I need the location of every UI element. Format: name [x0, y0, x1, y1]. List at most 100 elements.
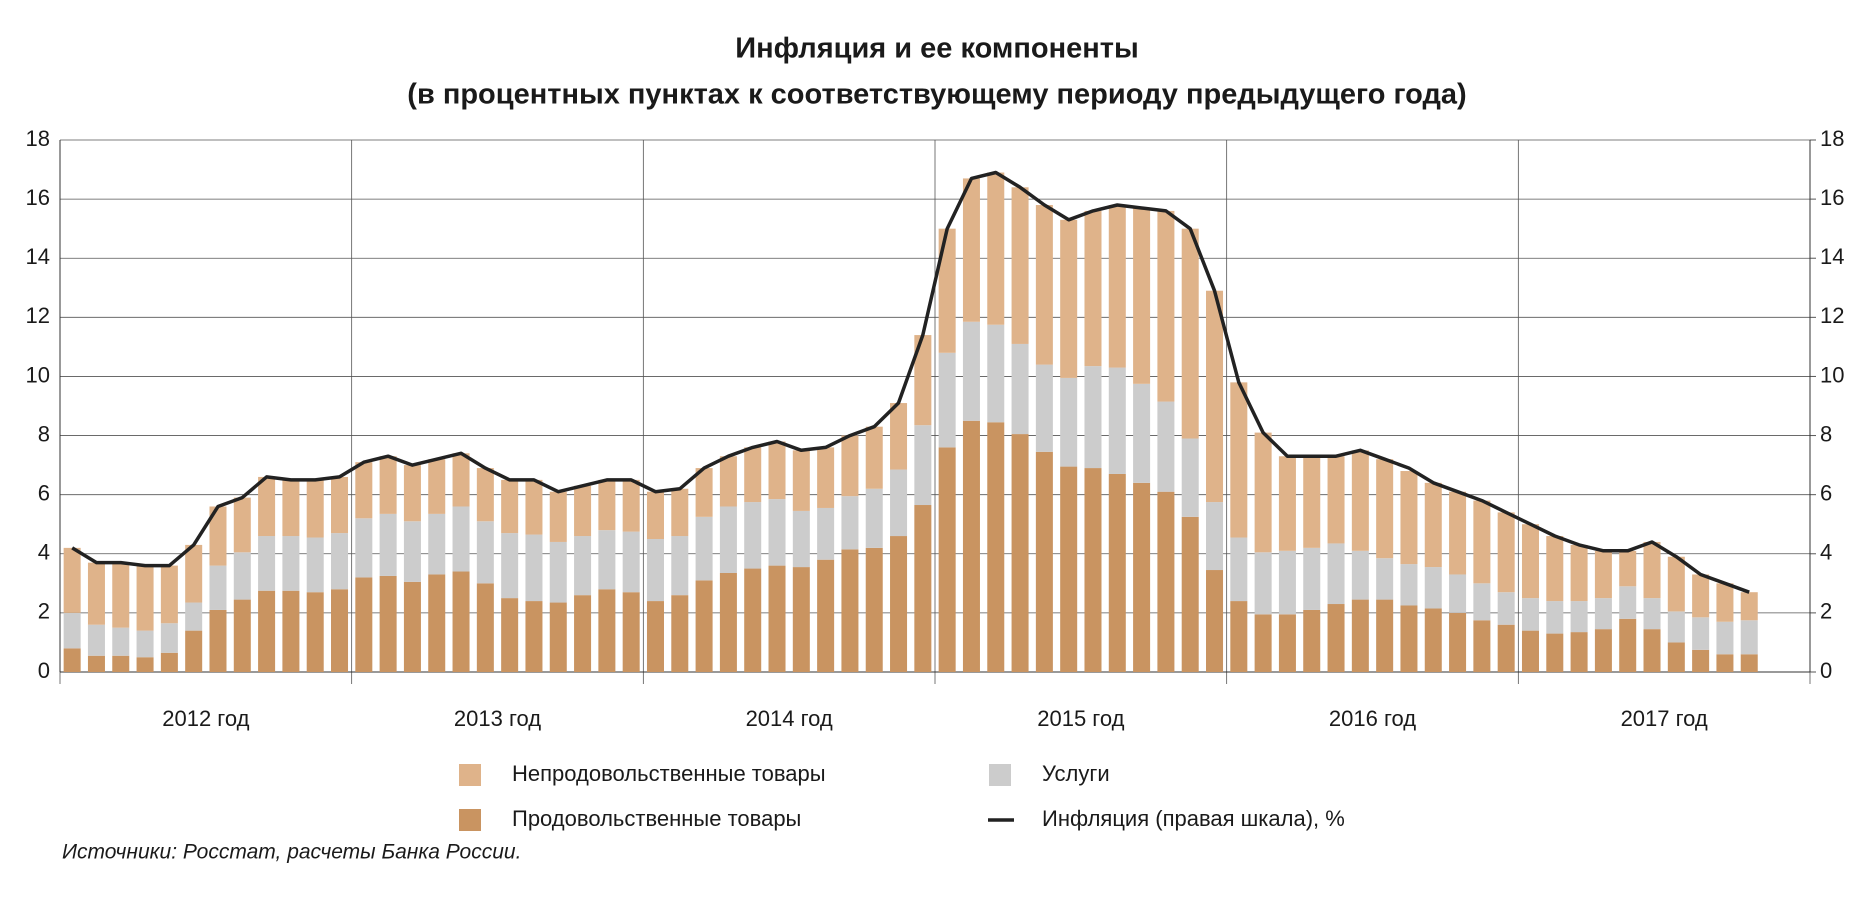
bar-segment [1327, 604, 1345, 672]
bar-segment [1351, 450, 1369, 551]
bar-segment [744, 502, 762, 569]
bar-segment [695, 468, 713, 517]
x-tick-label: 2013 год [454, 706, 541, 731]
bar-segment [1643, 629, 1661, 672]
bar-segment [87, 655, 105, 672]
bar-segment [1643, 541, 1661, 599]
bar-segment [1667, 556, 1685, 612]
bar-segment [428, 574, 446, 672]
legend-swatch [459, 809, 481, 831]
bar-segment [574, 595, 592, 672]
bar-segment [1546, 633, 1564, 672]
bar-segment [1108, 205, 1126, 368]
bar-segment [1011, 434, 1029, 672]
y2-tick-label: 16 [1820, 185, 1844, 210]
bar-segment [890, 469, 908, 537]
bar-segment [452, 506, 470, 572]
bar-segment [817, 507, 835, 560]
bar-segment [962, 321, 980, 421]
bar-segment [233, 552, 251, 600]
bar-segment [282, 536, 300, 591]
bar-segment [1473, 500, 1491, 584]
bar-segment [1035, 364, 1053, 452]
bar-segment [1692, 617, 1710, 650]
bar-segment [331, 476, 349, 534]
legend-label: Услуги [1042, 761, 1110, 786]
bar-segment [87, 562, 105, 625]
bar-segment [1740, 620, 1758, 655]
bar-segment [646, 601, 664, 672]
legend-label: Инфляция (правая шкала), % [1042, 806, 1345, 831]
bar-segment [695, 516, 713, 581]
y2-tick-label: 4 [1820, 540, 1832, 565]
bar-segment [1376, 558, 1394, 600]
bar-segment [1667, 642, 1685, 672]
y-tick-label: 14 [26, 244, 50, 269]
bar-segment [646, 539, 664, 602]
bar-segment [209, 506, 227, 566]
bar-segment [890, 403, 908, 470]
bar-segment [1497, 512, 1515, 593]
bar-segment [768, 441, 786, 500]
bar-segment [1230, 601, 1248, 672]
bar-segment [1619, 550, 1637, 587]
bar-segment [1133, 207, 1151, 384]
y-tick-label: 18 [26, 126, 50, 151]
y-tick-label: 8 [38, 421, 50, 446]
bar-segment [1424, 567, 1442, 609]
y-tick-label: 10 [26, 362, 50, 387]
bar-segment [1157, 491, 1175, 672]
bar-segment [1570, 544, 1588, 602]
bar-segment [938, 352, 956, 448]
bar-segment [233, 497, 251, 553]
bar-segment [962, 178, 980, 322]
y2-tick-label: 14 [1820, 244, 1844, 269]
bar-segment [1035, 205, 1053, 365]
bar-segment [792, 567, 810, 672]
bar-segment [1643, 598, 1661, 630]
legend-label: Непродовольственные товары [512, 761, 826, 786]
bar-segment [1254, 432, 1272, 553]
bar-segment [817, 559, 835, 672]
bar-segment [403, 521, 421, 582]
bar-segment [719, 506, 737, 573]
bar-segment [403, 465, 421, 522]
bar-segment [549, 602, 567, 672]
x-tick-label: 2012 год [162, 706, 249, 731]
bar-segment [1546, 536, 1564, 602]
bar-segment [962, 420, 980, 672]
bar-segment [428, 459, 446, 514]
x-tick-label: 2014 год [746, 706, 833, 731]
bar-segment [1473, 583, 1491, 621]
bar-segment [1424, 608, 1442, 672]
bar-segment [841, 435, 859, 497]
bar-segment [1521, 598, 1539, 631]
bar-segment [185, 544, 203, 603]
bar-segment [160, 623, 178, 653]
bar-segment [1594, 550, 1612, 599]
bar-segment [1376, 599, 1394, 672]
bar-segment [185, 602, 203, 631]
source-note: Источники: Росстат, расчеты Банка России… [62, 841, 521, 864]
bar-segment [306, 537, 324, 593]
bar-segment [63, 612, 81, 649]
bar-segment [1011, 187, 1029, 344]
bar-segment [1303, 547, 1321, 610]
bar-segment [501, 598, 519, 672]
y-tick-label: 2 [38, 599, 50, 624]
bar-segment [160, 565, 178, 624]
y2-tick-label: 18 [1820, 126, 1844, 151]
bar-segment [185, 630, 203, 672]
bar-segment [792, 450, 810, 511]
bar-segment [865, 547, 883, 672]
bar-segment [379, 456, 397, 514]
bar-segment [890, 536, 908, 672]
bar-segment [817, 447, 835, 508]
bar-segment [1230, 537, 1248, 602]
bar-segment [987, 324, 1005, 423]
bar-segment [549, 491, 567, 542]
bar-segment [1497, 592, 1515, 625]
bar-segment [331, 589, 349, 672]
bar-segment [719, 572, 737, 672]
bar-segment [1594, 598, 1612, 630]
